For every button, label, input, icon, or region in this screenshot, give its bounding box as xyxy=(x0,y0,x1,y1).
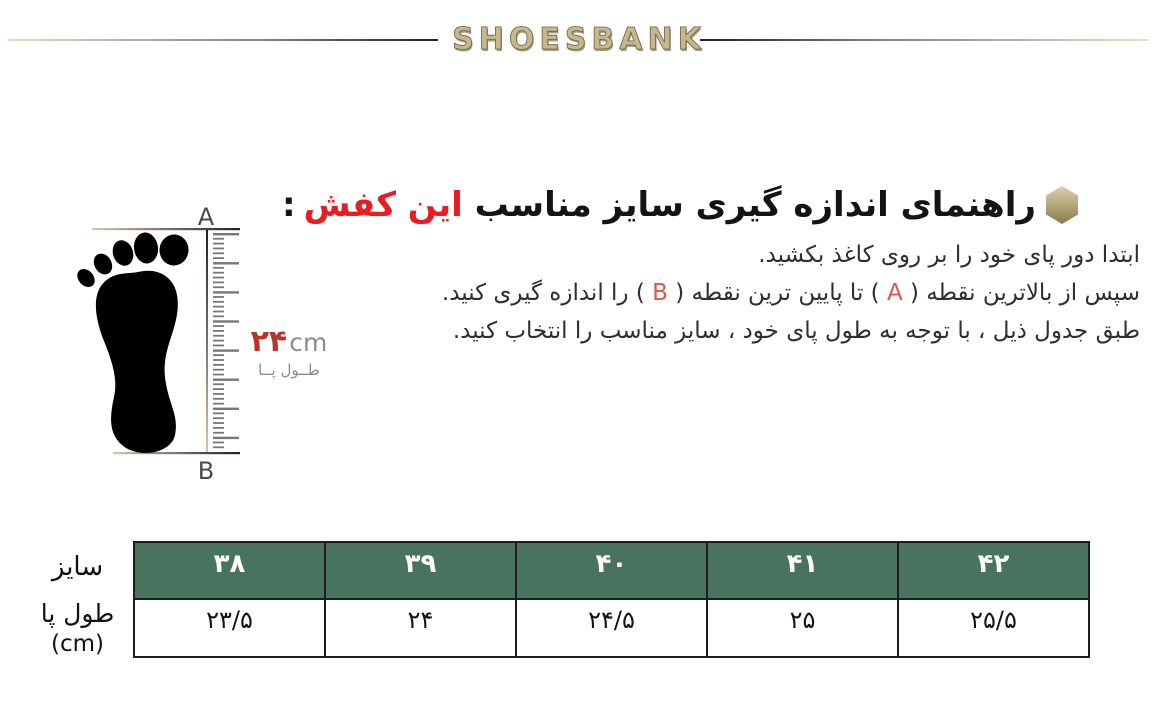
page-title-red: این کفش xyxy=(303,184,463,225)
table-row-label-size: سایز xyxy=(51,552,104,582)
size-table: ۳۸ ۲۳/۵ ۳۹ ۲۴ ۴۰ ۲۴/۵ ۴۱ ۲۵ ۴۲ ۲۵/۵ xyxy=(133,541,1090,658)
table-row-label-unit: (cm) xyxy=(51,631,104,657)
foot-length-cell: ۲۳/۵ xyxy=(135,600,324,656)
point-b-ref: B xyxy=(652,280,668,306)
size-table-column: ۴۲ ۲۵/۵ xyxy=(897,543,1088,656)
foot-length-label: طــول پــا xyxy=(258,361,320,379)
page-title-colon: : xyxy=(282,184,296,225)
foot-length-cell: ۲۵/۵ xyxy=(899,600,1088,656)
foot-ruler-illustration: A B xyxy=(60,195,360,495)
size-header-cell: ۴۲ xyxy=(899,543,1088,600)
header-divider-right xyxy=(700,39,1149,41)
length-unit: cm xyxy=(289,328,328,357)
point-b-label: B xyxy=(198,457,214,485)
footprint-icon xyxy=(77,232,189,454)
size-table-column: ۳۹ ۲۴ xyxy=(324,543,515,656)
table-row-label-length: طول پا xyxy=(40,599,115,628)
length-number: ۲۴ xyxy=(250,324,288,359)
size-header-cell: ۴۰ xyxy=(517,543,706,600)
ruler-icon xyxy=(213,233,239,449)
measured-length: ۲۴cm طــول پــا xyxy=(244,324,334,379)
foot-length-cell: ۲۴ xyxy=(326,600,515,656)
size-header-cell: ۳۸ xyxy=(135,543,324,600)
guide-title-row: راهنمای اندازه گیری سایز مناسب این کفش: xyxy=(282,161,1078,249)
brand-logo: SHOESBANK xyxy=(452,22,706,58)
instructions-block: ابتدا دور پای خود را بر روی کاغذ بکشید. … xyxy=(442,236,1140,350)
size-header-cell: ۴۱ xyxy=(708,543,897,600)
point-a-label: A xyxy=(198,203,215,231)
instruction-line-1: ابتدا دور پای خود را بر روی کاغذ بکشید. xyxy=(758,242,1140,268)
size-table-column: ۴۰ ۲۴/۵ xyxy=(515,543,706,656)
instruction-line-2: سپس از بالاترین نقطه ( A ) تا پایین ترین… xyxy=(441,280,1140,306)
size-table-column: ۴۱ ۲۵ xyxy=(706,543,897,656)
header-divider-left xyxy=(8,39,438,41)
size-header-cell: ۳۹ xyxy=(326,543,515,600)
page-title-black: راهنمای اندازه گیری سایز مناسب xyxy=(474,184,1036,225)
instruction-line-3: طبق جدول ذیل ، با توجه به طول پای خود ، … xyxy=(452,318,1140,344)
foot-length-cell: ۲۵ xyxy=(708,600,897,656)
size-table-column: ۳۸ ۲۳/۵ xyxy=(135,543,324,656)
point-a-ref: A xyxy=(886,280,903,306)
measure-line-bottom xyxy=(113,452,240,455)
hexagon-bullet-icon xyxy=(1046,186,1078,225)
measure-line-vertical xyxy=(206,230,208,452)
foot-length-cell: ۲۴/۵ xyxy=(517,600,706,656)
measured-length-value: ۲۴cm xyxy=(244,324,334,359)
foot-ruler-svg: A B xyxy=(77,203,240,485)
measure-line-top xyxy=(92,228,240,231)
page-title: راهنمای اندازه گیری سایز مناسب این کفش: xyxy=(282,184,1036,227)
